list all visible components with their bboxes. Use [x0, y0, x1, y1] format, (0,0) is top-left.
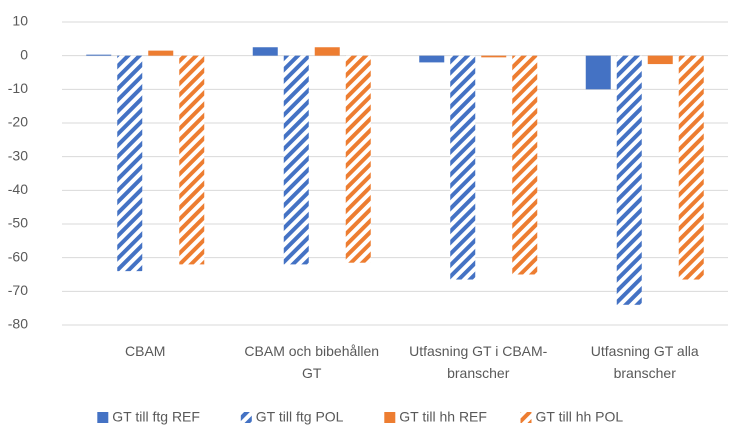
x-tick-label: Utfasning GT alla branscher [591, 343, 699, 381]
y-tick-label: -20 [8, 114, 28, 130]
legend-swatch [97, 412, 109, 423]
y-tick-label: 0 [20, 46, 28, 62]
bar [481, 55, 507, 58]
x-tick-label: CBAM [125, 343, 165, 359]
x-tick-label-line: Utfasning GT alla [591, 343, 699, 359]
legend-swatch [384, 412, 396, 423]
bar [345, 55, 371, 263]
x-tick-label-line: CBAM och bibehållen [244, 343, 379, 359]
bar [647, 55, 673, 65]
legend-label: GT till hh REF [399, 409, 487, 425]
bar [179, 55, 205, 265]
bar [585, 55, 611, 90]
bar [616, 55, 642, 305]
y-tick-label: -50 [8, 215, 28, 231]
x-tick-label: Utfasning GT i CBAM-branscher [409, 343, 548, 381]
bar [512, 55, 538, 275]
bar [148, 50, 174, 56]
bar [419, 55, 445, 63]
x-tick-label: CBAM och bibehållen GT [244, 343, 379, 381]
legend-swatch [520, 412, 532, 423]
x-tick-label-line: GT [302, 365, 322, 381]
bar [283, 55, 309, 265]
bar [86, 54, 112, 56]
legend-label: GT till ftg POL [256, 409, 344, 425]
y-tick-label: 10 [12, 13, 28, 29]
y-tick-label: -60 [8, 248, 28, 264]
y-tick-label: -70 [8, 282, 28, 298]
bar [314, 47, 340, 56]
bar [678, 55, 704, 280]
bar [117, 55, 143, 272]
y-tick-label: -10 [8, 80, 28, 96]
y-tick-label: -80 [8, 316, 28, 332]
y-tick-label: -30 [8, 147, 28, 163]
legend-label: GT till ftg REF [112, 409, 200, 425]
legend-label: GT till hh POL [536, 409, 624, 425]
x-tick-label-line: Utfasning GT i CBAM- [409, 343, 548, 359]
x-tick-label-line: CBAM [125, 343, 165, 359]
x-tick-label-line: branscher [614, 365, 677, 381]
x-tick-label-line: branscher [447, 365, 510, 381]
y-tick-label: -40 [8, 181, 28, 197]
bar [252, 47, 278, 56]
legend-swatch [240, 412, 252, 423]
bar [450, 55, 476, 280]
